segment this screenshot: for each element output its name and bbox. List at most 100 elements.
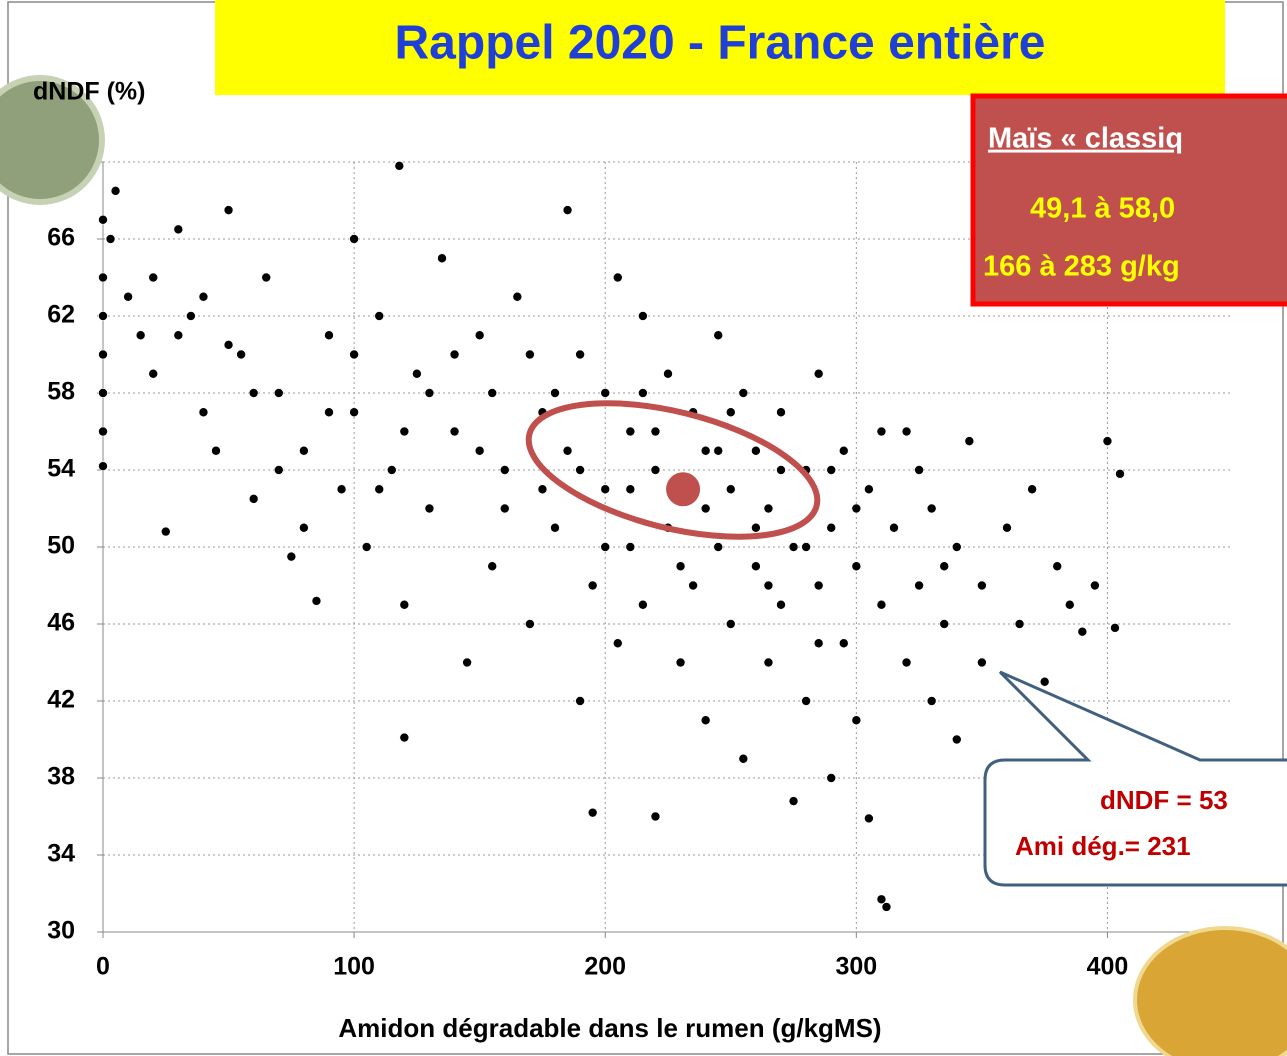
mean-point — [666, 472, 701, 507]
point — [801, 542, 811, 552]
point — [951, 734, 962, 745]
point — [575, 465, 585, 475]
point — [236, 349, 246, 360]
y-tick-label: 34 — [47, 840, 75, 868]
y-tick-label: 66 — [47, 224, 75, 252]
x-tick-label: 400 — [1087, 953, 1129, 981]
point — [424, 503, 435, 514]
point — [399, 732, 410, 743]
point — [98, 426, 108, 437]
point — [688, 580, 698, 591]
point — [826, 465, 837, 475]
point — [700, 715, 711, 726]
point — [361, 542, 372, 552]
callout — [983, 670, 1287, 887]
point — [98, 214, 108, 225]
point — [261, 272, 272, 283]
point — [876, 894, 887, 905]
point — [248, 388, 259, 398]
point — [186, 311, 196, 321]
point — [826, 773, 837, 783]
corn-image — [0, 75, 105, 205]
point — [499, 465, 510, 475]
point — [675, 657, 686, 668]
y-tick-label: 62 — [47, 301, 75, 329]
point — [751, 522, 761, 533]
point — [826, 522, 837, 533]
point — [299, 445, 309, 456]
point — [901, 426, 912, 437]
point — [173, 224, 184, 235]
point — [776, 465, 786, 475]
point — [1102, 436, 1113, 446]
point — [939, 619, 950, 629]
point — [700, 445, 711, 456]
point — [349, 349, 359, 360]
point — [462, 657, 472, 668]
callout-text: Ami dég.= 231 — [1015, 831, 1191, 861]
point — [638, 388, 648, 398]
point — [424, 388, 435, 398]
x-tick-label: 300 — [835, 953, 877, 981]
point — [851, 715, 862, 726]
point — [964, 436, 975, 446]
point — [399, 426, 410, 437]
point — [587, 580, 598, 591]
point — [412, 368, 422, 379]
x-axis-label: Amidon dégradable dans le rumen (g/kgMS) — [338, 1013, 881, 1043]
point — [838, 638, 849, 649]
point — [713, 542, 724, 552]
point — [876, 426, 887, 437]
point — [650, 811, 661, 822]
point — [901, 657, 912, 668]
callout-text: dNDF = 53 — [1100, 785, 1228, 815]
point — [135, 330, 146, 341]
info-box-title: Maïs « classiq — [988, 123, 1183, 155]
point — [788, 542, 799, 552]
point — [123, 291, 133, 302]
point — [575, 349, 585, 360]
point — [105, 234, 116, 244]
point — [738, 388, 749, 398]
point — [349, 234, 359, 244]
y-tick-label: 54 — [47, 455, 75, 483]
y-axis-label: dNDF (%) — [33, 78, 145, 106]
point — [713, 330, 724, 341]
point — [813, 638, 824, 649]
point — [650, 426, 661, 437]
point — [881, 902, 892, 912]
point — [336, 484, 347, 495]
point — [851, 503, 862, 514]
point — [776, 407, 786, 418]
point — [248, 494, 259, 504]
point — [1014, 619, 1025, 629]
point — [499, 503, 510, 514]
point — [864, 813, 874, 824]
point — [763, 503, 774, 514]
point — [763, 580, 774, 591]
point — [851, 561, 862, 572]
point — [788, 796, 799, 806]
point — [926, 503, 937, 514]
point — [550, 388, 560, 398]
point — [1002, 522, 1012, 533]
y-tick-label: 38 — [47, 763, 75, 791]
point — [512, 291, 523, 302]
point — [575, 696, 585, 706]
y-tick-label: 50 — [47, 532, 75, 560]
point — [299, 522, 309, 533]
point — [525, 349, 535, 360]
point — [148, 272, 159, 283]
point — [600, 484, 611, 495]
point — [600, 388, 611, 398]
point — [437, 253, 447, 264]
point — [1052, 561, 1063, 572]
chart-title: Rappel 2020 - France entière — [395, 17, 1046, 70]
x-tick-label: 200 — [584, 953, 626, 981]
point — [587, 807, 598, 818]
point — [525, 619, 535, 629]
point — [562, 205, 573, 215]
point — [98, 311, 108, 321]
